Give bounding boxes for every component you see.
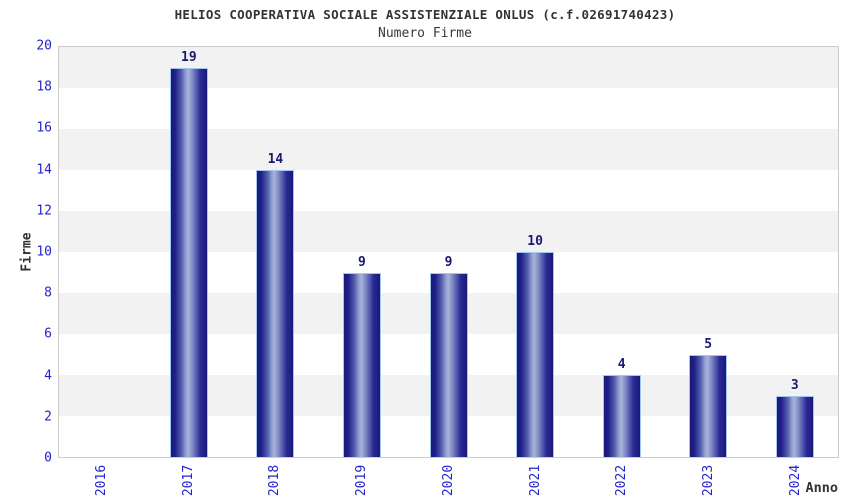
x-tick-cell: 2020 <box>405 459 492 500</box>
bar-column-2020: 9 <box>405 47 492 457</box>
x-tick-cell: 2017 <box>145 459 232 500</box>
bar-2022 <box>602 375 641 457</box>
x-tick-cell: 2021 <box>492 459 579 500</box>
x-tick-label: 2023 <box>701 464 717 496</box>
x-tick-label: 2020 <box>441 464 457 496</box>
y-tick-label: 4 <box>44 368 52 384</box>
bar-value-label: 3 <box>790 377 799 393</box>
x-tick-cell: 2018 <box>232 459 319 500</box>
bar-2018 <box>256 170 295 457</box>
bar-column-2021: 10 <box>492 47 579 457</box>
x-axis: 2016 2017 2018 2019 2020 2021 2022 2023 2024 <box>58 459 839 500</box>
bar-column-2019: 9 <box>319 47 406 457</box>
y-tick-label: 14 <box>36 162 52 178</box>
bar-column-2017: 19 <box>146 47 233 457</box>
bar-column-2024: 3 <box>752 47 839 457</box>
bar-2024 <box>775 395 814 457</box>
chart-subtitle: Numero Firme <box>378 26 472 41</box>
plot-area: 19 14 9 9 10 4 5 3 <box>58 46 839 458</box>
bar-value-label: 9 <box>358 254 366 270</box>
y-tick-label: 2 <box>44 409 52 425</box>
bar-value-label: 4 <box>617 357 626 372</box>
bar-column-2022: 4 <box>578 47 665 457</box>
x-tick-cell: 2022 <box>579 459 666 500</box>
y-tick-label: 20 <box>36 38 52 54</box>
bar-value-label: 10 <box>527 234 543 249</box>
y-tick-label: 0 <box>44 450 52 466</box>
x-tick-label: 2018 <box>267 464 283 496</box>
bar-2021 <box>516 252 555 457</box>
chart-title: HELIOS COOPERATIVA SOCIALE ASSISTENZIALE… <box>174 7 676 22</box>
x-axis-label: Anno <box>805 480 838 496</box>
bar-2020 <box>429 272 468 457</box>
bar-2019 <box>342 272 381 457</box>
x-tick-label: 2024 <box>788 464 804 496</box>
x-tick-label: 2021 <box>527 464 543 496</box>
y-tick-label: 6 <box>44 326 52 342</box>
bar-value-label: 9 <box>444 254 453 270</box>
y-tick-label: 8 <box>44 285 52 301</box>
y-tick-label: 16 <box>36 120 52 136</box>
x-tick-label: 2017 <box>180 464 196 496</box>
bar-value-label: 14 <box>267 152 284 167</box>
bar-2017 <box>169 67 208 457</box>
y-tick-label: 10 <box>36 244 52 260</box>
x-tick-label: 2016 <box>93 464 109 496</box>
y-tick-label: 12 <box>36 203 52 219</box>
x-tick-label: 2022 <box>614 464 630 496</box>
x-tick-cell: 2023 <box>665 459 752 500</box>
y-tick-label: 18 <box>36 79 52 95</box>
bar-value-label: 19 <box>181 49 197 65</box>
bar-column-2023: 5 <box>665 47 752 457</box>
y-axis: 0 2 4 6 8 10 12 14 16 18 20 <box>0 40 52 465</box>
bar-column-2016 <box>59 47 146 457</box>
x-tick-label: 2019 <box>354 464 370 496</box>
bar-value-label: 5 <box>704 336 713 352</box>
bar-2023 <box>689 354 728 457</box>
bar-column-2018: 14 <box>232 47 319 457</box>
x-tick-cell: 2016 <box>58 459 145 500</box>
x-tick-cell: 2019 <box>318 459 405 500</box>
